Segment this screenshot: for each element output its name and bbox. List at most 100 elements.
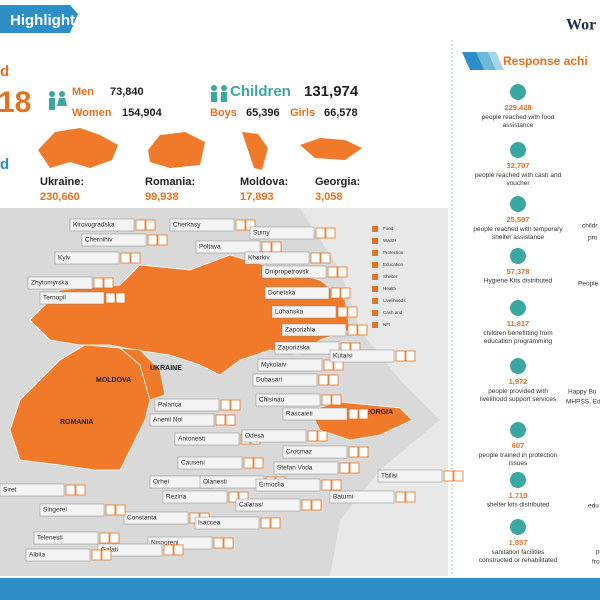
place-label: Telenesti (37, 535, 63, 542)
place-box (377, 469, 443, 483)
service-icon (105, 504, 116, 516)
response-value: 25,597 (507, 215, 530, 224)
place-box (255, 393, 321, 407)
response-icon (510, 422, 526, 438)
service-icon (157, 234, 168, 246)
service-icon (145, 219, 156, 231)
service-icon (163, 544, 174, 556)
legend-label: Education (383, 262, 404, 267)
place-label: Isaccea (198, 520, 221, 527)
service-icon (443, 470, 454, 482)
place-box (177, 456, 243, 470)
response-text-partial: pro (588, 235, 598, 242)
demographic-value: 131,974 (304, 83, 359, 100)
service-icon (348, 408, 359, 420)
response-text-partial: p (596, 549, 600, 556)
service-icon (337, 306, 348, 318)
legend-icon (372, 226, 378, 232)
country-name: Ukraine: (40, 176, 84, 188)
place-box (241, 429, 307, 443)
place-box (27, 276, 93, 290)
response-text-partial: fro (592, 559, 600, 566)
country-shapes (38, 128, 362, 170)
demographic-label: Men (72, 86, 94, 98)
place-box (54, 251, 120, 265)
service-icon (405, 491, 416, 503)
service-icon (109, 532, 120, 544)
place-box (329, 490, 395, 504)
response-text: children benefitting from education progr… (483, 330, 552, 345)
service-icon (337, 266, 348, 278)
country-name: Moldova: (240, 176, 288, 188)
service-icon (301, 499, 312, 511)
place-box (235, 498, 301, 512)
place-label: Chernihiv (85, 237, 113, 244)
service-icon (261, 241, 272, 253)
service-icon (307, 430, 318, 442)
response-icon (510, 196, 526, 212)
response-text: sanitation facilities constructed or reha… (479, 549, 558, 564)
place-box (255, 478, 321, 492)
service-icon (215, 414, 226, 426)
response-icon (510, 472, 526, 488)
place-box (174, 432, 240, 446)
service-icon (230, 399, 241, 411)
legend-icon (372, 286, 378, 292)
service-icon (347, 306, 358, 318)
place-label: Luhanska (275, 309, 304, 316)
service-icon (348, 446, 359, 458)
service-icon (310, 252, 321, 264)
response-value: 1,710 (509, 491, 528, 500)
service-icon (331, 479, 342, 491)
place-label: Dnipropetrovsk (265, 269, 309, 276)
place-box (257, 358, 323, 372)
service-icon (213, 537, 224, 549)
service-icon (93, 277, 104, 289)
demographic-value: 73,840 (110, 86, 144, 98)
header-title: Highlights (10, 12, 83, 29)
legend-icon (372, 322, 378, 328)
place-box (249, 226, 315, 240)
country-name: Georgia: (315, 176, 360, 188)
place-box (149, 413, 215, 427)
place-label: Dubasari (256, 377, 282, 384)
place-label: Zaporizska (278, 345, 310, 352)
response-icon (510, 358, 526, 374)
place-box (123, 511, 189, 525)
legend-icon (372, 298, 378, 304)
place-label: Chisinau (259, 397, 285, 404)
response-text: Hygiene Kits distributed (484, 278, 553, 285)
service-icon (220, 399, 231, 411)
demographic-value: 154,904 (122, 107, 163, 119)
service-icon (323, 359, 334, 371)
legend-icon (372, 310, 378, 316)
legend-icon (372, 262, 378, 268)
legend-label: Livelihoods (383, 298, 406, 303)
place-box (282, 407, 348, 421)
response-text: people reached with food assistance (482, 114, 555, 129)
demographic-value: 66,578 (324, 107, 358, 119)
place-label: Poltava (199, 244, 221, 251)
service-icon (405, 350, 416, 362)
place-box (329, 349, 395, 363)
service-icon (331, 394, 342, 406)
response-value: 607 (512, 441, 525, 450)
service-icon (347, 324, 358, 336)
service-icon (330, 287, 341, 299)
place-label: Constanta (127, 515, 157, 522)
response-icon (510, 300, 526, 316)
country-total: 99,938 (145, 191, 179, 203)
response-text: shelter kits distributed (487, 502, 550, 509)
place-box (282, 445, 348, 459)
legend-icon (372, 274, 378, 280)
service-icon (147, 234, 158, 246)
header-bar (0, 5, 78, 33)
place-box (274, 341, 340, 355)
place-box (33, 531, 99, 545)
place-box (194, 516, 260, 530)
service-icon (325, 227, 336, 239)
place-label: Crocmaz (286, 449, 312, 456)
place-box (264, 286, 330, 300)
place-box (154, 398, 220, 412)
